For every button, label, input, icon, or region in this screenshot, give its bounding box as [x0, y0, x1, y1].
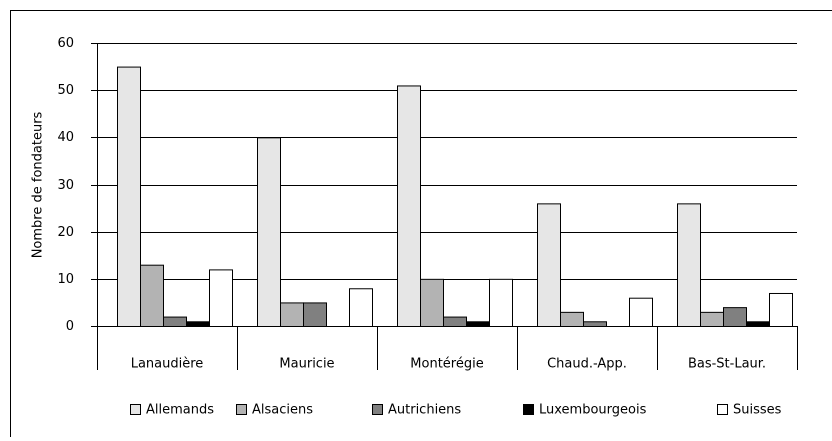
bar — [467, 322, 490, 327]
bar — [350, 289, 373, 327]
legend-swatch — [237, 405, 247, 415]
y-axis-label: Nombre de fondateurs — [31, 111, 46, 258]
bar — [678, 204, 701, 327]
x-tick-label: Lanaudière — [131, 357, 204, 372]
y-tick-label: 20 — [57, 225, 74, 240]
bar — [444, 317, 467, 326]
bar — [584, 322, 607, 327]
y-tick-label: 10 — [57, 272, 74, 287]
x-tick-label: Montérégie — [410, 357, 483, 372]
x-tick-label: Bas-St-Laur. — [688, 357, 766, 372]
y-tick-label: 30 — [57, 178, 74, 193]
x-tick-label: Chaud.-App. — [547, 357, 627, 372]
x-tick-label: Mauricie — [279, 357, 334, 372]
legend-label: Alsaciens — [252, 403, 313, 418]
y-tick-label: 0 — [66, 319, 74, 334]
y-tick-label: 40 — [57, 130, 74, 145]
bar — [304, 303, 327, 327]
legend-swatch — [131, 405, 141, 415]
bar — [490, 279, 513, 326]
legend-swatch — [524, 405, 534, 415]
legend-label: Autrichiens — [388, 403, 461, 418]
bar — [701, 312, 724, 326]
y-tick-label: 50 — [57, 83, 74, 98]
bar — [398, 86, 421, 327]
bar — [538, 204, 561, 327]
bar — [770, 293, 793, 326]
bar — [561, 312, 584, 326]
y-tick-label: 60 — [57, 36, 74, 51]
legend-swatch — [373, 405, 383, 415]
bar — [118, 67, 141, 326]
bar — [630, 298, 653, 326]
legend-label: Suisses — [733, 403, 782, 418]
legend-label: Allemands — [146, 403, 214, 418]
bar — [281, 303, 304, 327]
bar — [421, 279, 444, 326]
legend-label: Luxembourgeois — [539, 403, 647, 418]
bar — [747, 322, 770, 327]
bar — [187, 322, 210, 327]
bar — [724, 308, 747, 327]
bar — [258, 138, 281, 327]
bar — [210, 270, 233, 327]
legend-swatch — [718, 405, 728, 415]
bar — [141, 265, 164, 326]
bar — [164, 317, 187, 326]
